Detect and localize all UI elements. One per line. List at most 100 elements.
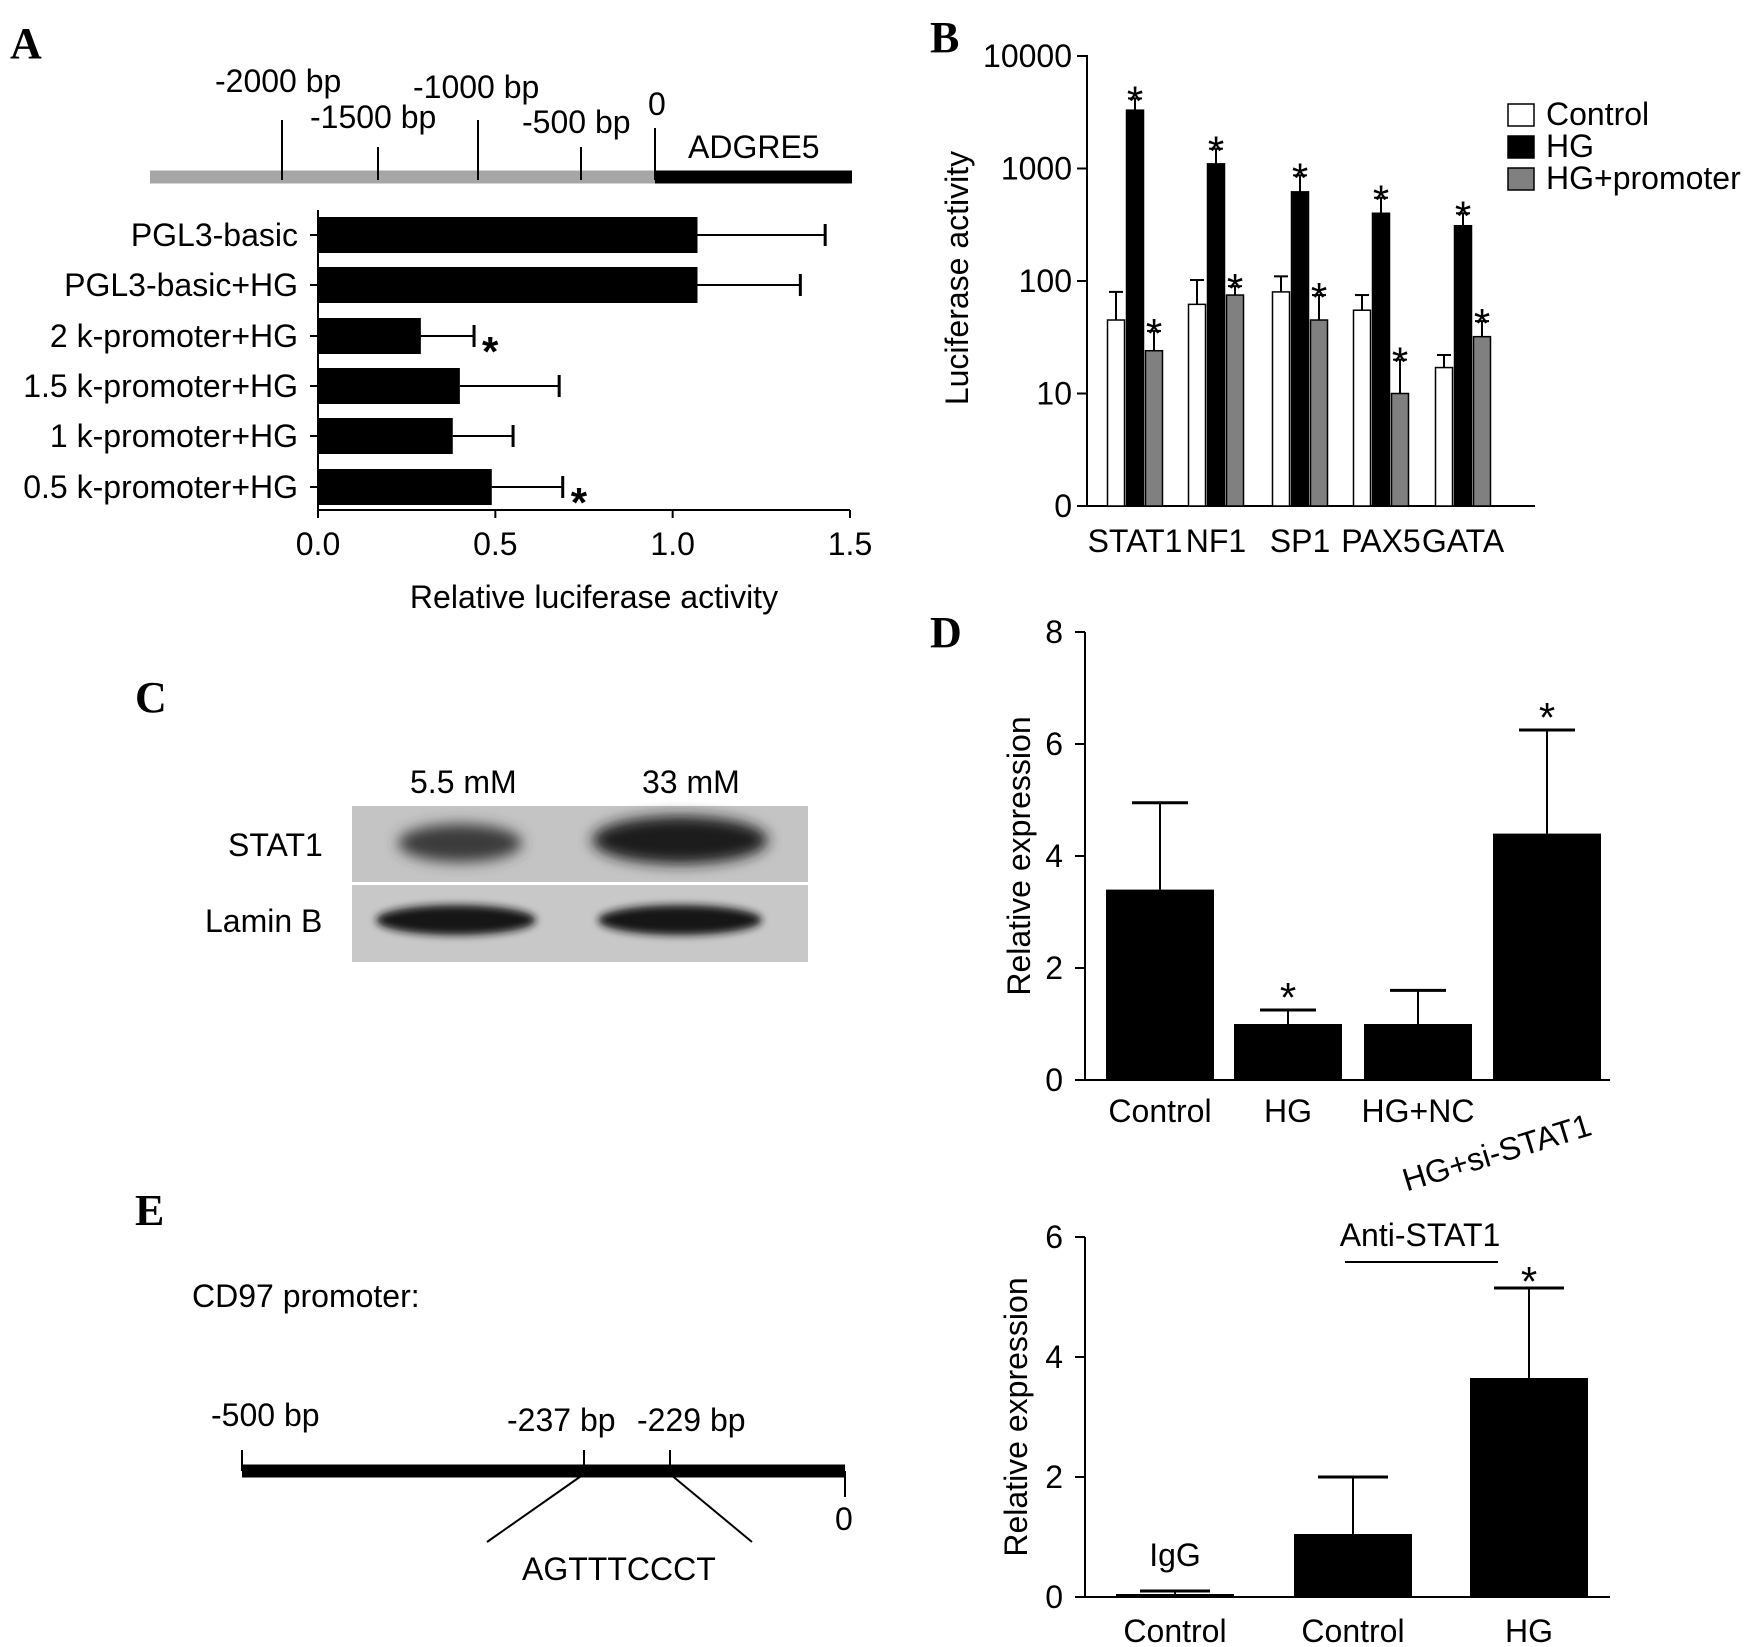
d-bar-hg [1234,1024,1342,1080]
b-legend-swatch-hg-promoter [1507,167,1535,191]
a-category-label: 1.5 k-promoter+HG [23,368,298,404]
a-x-tick-label: 1.0 [650,526,694,562]
blot-row-label-laminb: Lamin B [205,903,322,939]
b-category-label: GATA [1422,523,1505,559]
b-bar-hg-sp1 [1290,191,1310,507]
panel-a-promoter-map: -2000 bp -1500 bp -1000 bp -500 bp 0 ADG… [150,63,852,184]
a-x-tick-label: 0.0 [296,526,340,562]
a-bar-0-5-k-promoter-hg [318,469,492,505]
panel-e-promoter-diagram: CD97 promoter: -500 bp -237 bp -229 bp 0… [192,1278,853,1587]
blot-band-laminb-5.5mm [376,905,536,935]
d-y-tick-label: 8 [1045,614,1063,650]
a-category-label: 2 k-promoter+HG [50,318,298,354]
b-legend-swatch-control [1507,103,1535,127]
a-category-label: PGL3-basic+HG [64,267,298,303]
map-label-1500: -1500 bp [310,99,436,135]
a-significance-asterisk: * [571,479,588,526]
e-y-axis-label: Relative expression [998,1277,1034,1556]
map-label-2000: -2000 bp [215,63,341,99]
b-y-axis-label: Luciferase activity [939,151,975,405]
b-category-label: PAX5 [1341,523,1420,559]
b-category-label: NF1 [1186,523,1246,559]
d-y-axis-label: Relative expression [1001,716,1037,995]
a-category-label: 1 k-promoter+HG [50,418,298,454]
b-significance-asterisk: * [1127,77,1143,124]
d-significance-asterisk: * [1539,694,1555,741]
chart-b: 0 10 100 1000 10000 Luciferase activity STAT1 *… [939,38,1741,559]
b-legend-swatch-hg [1507,135,1535,159]
chart-e: 0 2 4 6 Relative expression Control Control * HG… [998,1217,1610,1647]
b-significance-asterisk: * [1373,177,1389,224]
d-bar-hg-si-stat1 [1493,833,1601,1080]
b-significance-asterisk: * [1227,265,1243,312]
b-legend-label-hg-promoter: HG+promoter [1546,160,1741,196]
e-bracket-label: Anti-STAT1 [1340,1217,1501,1253]
b-bar-control-gata [1434,366,1454,507]
b-y-tick-label: 1000 [1001,151,1072,187]
b-y-tick-label: 10 [1036,376,1072,412]
b-bar-control-stat1 [1106,319,1126,507]
b-category-label: SP1 [1270,523,1330,559]
b-bar-hg-pax5 [1371,212,1391,507]
zoom-line-right [669,1473,753,1543]
a-bar-2-k-promoter-hg [318,318,421,354]
e-bar-control-1 [1294,1534,1412,1597]
b-bar-hg-promoter-stat1 [1144,349,1164,507]
b-bar-hg-promoter-gata [1472,335,1492,507]
b-y-tick-label: 10000 [983,38,1072,74]
b-bar-control-sp1 [1271,291,1291,507]
a-significance-asterisk: * [482,328,499,375]
b-significance-asterisk: * [1311,274,1327,321]
a-bar-1-5-k-promoter-hg [318,368,460,404]
blot-band-stat1-5.5mm [398,824,522,862]
e-category-label: Control [1301,1613,1404,1647]
b-bar-control-pax5 [1352,309,1372,507]
a-x-tick-label: 1.5 [828,526,872,562]
e-category-label: HG [1505,1613,1553,1647]
d-significance-asterisk: * [1280,974,1296,1021]
panel-letter-b: B [930,13,959,62]
panel-letter-e: E [135,1186,164,1235]
d-y-tick-label: 4 [1045,838,1063,874]
map-label-1000: -1000 bp [413,69,539,105]
b-category-label: STAT1 [1088,523,1183,559]
blot-lane-label-5.5mm: 5.5 mM [410,764,517,800]
b-y-tick-label: 100 [1019,263,1072,299]
b-legend-label-control: Control [1546,96,1649,132]
e-category-label: Control [1123,1613,1226,1647]
e-bar-control-0 [1116,1594,1234,1597]
map-label-0: 0 [648,86,666,122]
panel-c-western-blot: 5.5 mM 33 mM STAT1 Lamin B [205,764,808,962]
b-significance-asterisk: * [1208,128,1224,175]
gene-label: ADGRE5 [688,129,820,165]
d-category-label: Control [1108,1093,1211,1129]
e-significance-asterisk: * [1521,1258,1537,1305]
zoom-line-left [486,1473,585,1543]
a-category-label: PGL3-basic [131,217,298,253]
panel-letter-a: A [10,19,42,68]
b-bar-hg-promoter-nf1 [1225,294,1245,507]
e-y-tick-label: 2 [1045,1459,1063,1495]
e-bar-hg-2 [1470,1378,1588,1597]
b-bar-hg-gata [1453,224,1473,507]
chart-a: 0.0 0.5 1.0 1.5 Relative luciferase activity… [23,210,872,615]
map-label-500: -500 bp [522,104,631,140]
a-bar-1-k-promoter-hg [318,418,453,454]
blot-band-stat1-33mm [592,816,768,864]
b-significance-asterisk: * [1455,192,1471,239]
d-y-tick-label: 2 [1045,950,1063,986]
b-bar-control-nf1 [1187,303,1207,507]
b-significance-asterisk: * [1392,339,1408,386]
chart-d: 0 2 4 6 8 Relative expression Control * HG HG+NC *… [1001,614,1610,1198]
d-bar-control [1106,889,1214,1080]
blot-row-label-stat1: STAT1 [228,827,323,863]
blot-lane-label-33mm: 33 mM [642,764,740,800]
a-category-label: 0.5 k-promoter+HG [23,469,298,505]
e-inner-bar-label: IgG [1149,1537,1201,1573]
d-y-tick-label: 0 [1045,1062,1063,1098]
binding-sequence: AGTTTCCCT [522,1551,716,1587]
d-y-tick-label: 6 [1045,726,1063,762]
b-bar-hg-promoter-pax5 [1390,392,1410,507]
b-legend-label-hg: HG [1546,128,1594,164]
e-y-tick-label: 0 [1045,1579,1063,1615]
